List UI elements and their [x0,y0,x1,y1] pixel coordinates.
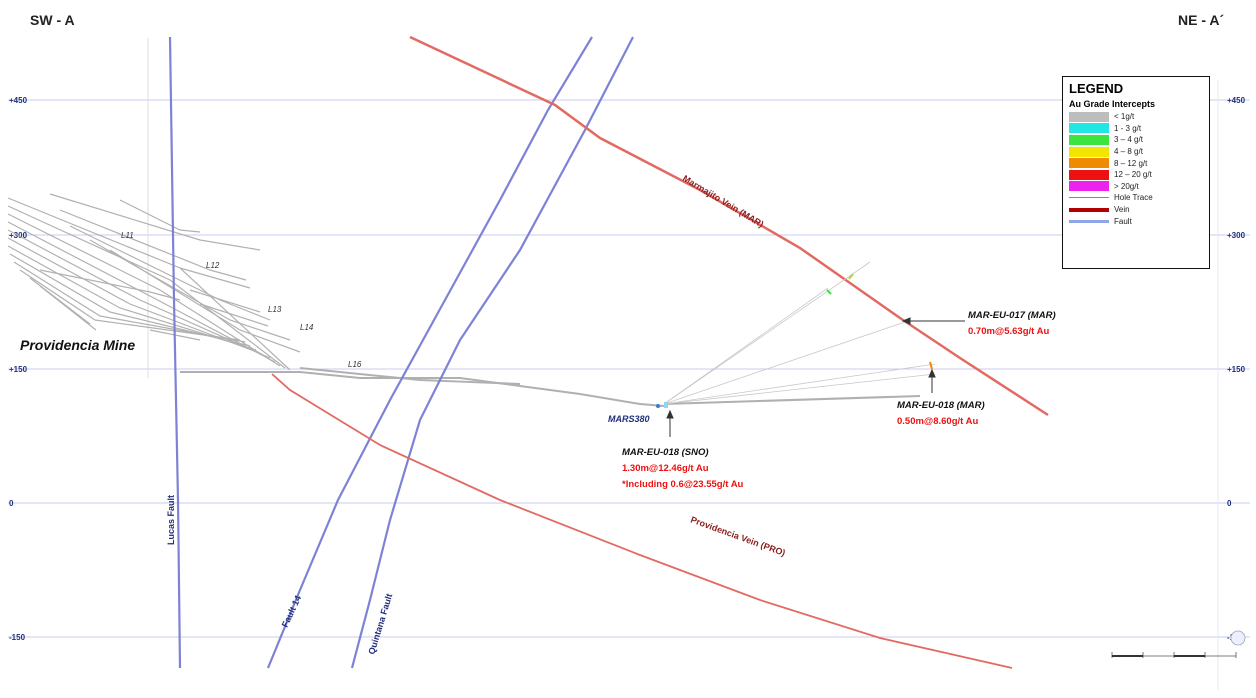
legend-row-hole-trace: Hole Trace [1069,192,1203,204]
intercept-result: 0.50m@8.60g/t Au [897,416,978,427]
faults [168,36,634,669]
legend-row-vein: Vein [1069,204,1203,216]
legend-box: LEGEND Au Grade Intercepts < 1g/t 1 - 3 g… [1062,76,1210,269]
level-label: L12 [206,261,220,270]
marmajito-vein-label: Marmajito Vein (MAR) [681,173,765,229]
elev-label-left: 0 [9,499,14,508]
mine-workings [7,193,301,371]
legend-subtitle: Au Grade Intercepts [1069,99,1156,109]
elev-label-right: 0 [1227,499,1232,508]
section-label-sw: SW - A [30,12,75,28]
legend-row-grade: 4 – 8 g/t [1069,146,1203,158]
legend-label: 3 – 4 g/t [1114,135,1143,145]
legend-row-grade: 1 - 3 g/t [1069,123,1203,135]
level-label: L13 [268,305,282,314]
quintana-fault-line [350,36,634,669]
legend-row-grade: > 20g/t [1069,181,1203,193]
elev-label-right: +150 [1227,365,1246,374]
elev-label-left: +150 [9,365,28,374]
legend-title: LEGEND [1069,81,1124,96]
legend-swatch [1069,134,1109,145]
fault-14-label: Fault 14 [280,594,303,629]
legend-label: < 1g/t [1114,112,1135,122]
providencia-vein-label: Providencia Vein (PRO) [689,514,786,558]
elevation-grid [8,38,1250,690]
scale-bar [1111,630,1246,658]
lucas-fault-line [168,36,182,669]
intercept-result: 0.70m@5.63g/t Au [968,326,1049,337]
elev-label-left: -150 [9,633,26,642]
lucas-fault-label: Lucas Fault [166,495,176,545]
section-label-ne: NE - A´ [1178,12,1224,28]
veins [271,35,1049,669]
intercept-hole-label: MAR-EU-018 (MAR) [897,400,985,411]
legend-row-grade: 3 – 4 g/t [1069,134,1203,146]
elev-label-right: +300 [1227,231,1246,240]
legend-label: Hole Trace [1114,193,1153,203]
drill-station-label: MARS380 [608,414,650,424]
intercept-hole-label: MAR-EU-018 (SNO) [622,447,709,458]
intercept-result: 1.30m@12.46g/t Au [622,463,709,474]
legend-label: > 20g/t [1114,181,1139,191]
fault-14-line [266,36,593,669]
intercept-marks [656,273,933,408]
hole-traces [663,261,936,405]
intercept-result: *Including 0.6@23.55g/t Au [622,479,744,490]
level-label: L11 [121,231,134,240]
legend-swatch [1069,146,1109,157]
intercept-hole-label: MAR-EU-017 (MAR) [968,310,1056,321]
legend-swatch [1069,169,1109,180]
haulage-drift [180,367,921,407]
annotation-arrows [666,317,965,437]
legend-label: 1 - 3 g/t [1114,123,1142,133]
legend-swatch [1069,158,1109,169]
providencia-vein-line [271,373,1013,669]
legend-swatch [1069,181,1109,192]
legend-label: Vein [1114,205,1130,215]
legend-label: 4 – 8 g/t [1114,147,1143,157]
elev-label-right: +450 [1227,96,1246,105]
level-label: L14 [300,323,314,332]
legend-row-grade: < 1g/t [1069,111,1203,123]
legend-label: 8 – 12 g/t [1114,158,1148,168]
legend-row-grade: 8 – 12 g/t [1069,157,1203,169]
legend-swatch [1069,111,1109,122]
legend-row-fault: Fault [1069,215,1203,227]
legend-row-grade: 12 – 20 g/t [1069,169,1203,181]
elev-label-left: +450 [9,96,28,105]
legend-swatch [1069,123,1109,134]
legend-label: Fault [1114,216,1132,226]
legend-label: 12 – 20 g/t [1114,170,1152,180]
marmajito-vein-line [409,35,1049,417]
level-label: L16 [348,360,362,369]
providencia-mine-label: Providencia Mine [20,337,135,353]
